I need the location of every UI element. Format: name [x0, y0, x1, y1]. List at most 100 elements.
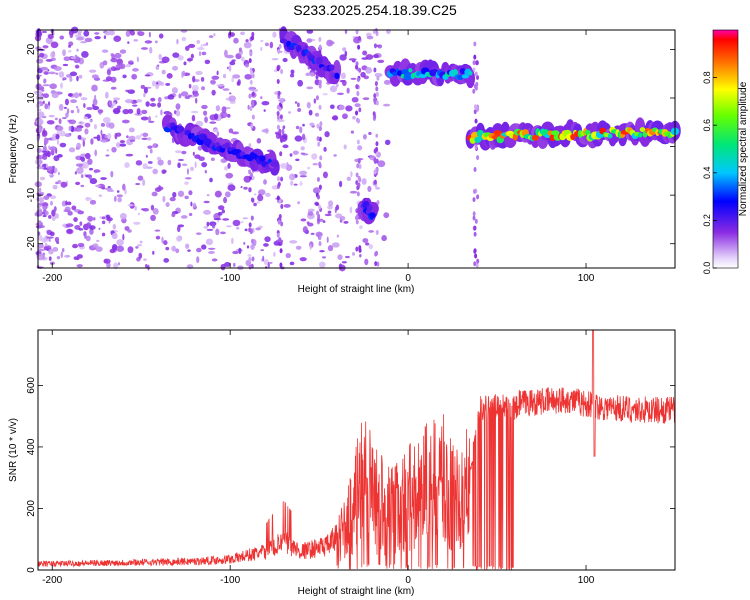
- spectrogram-speckle: [295, 245, 302, 250]
- spectrogram-speckle: [339, 180, 343, 188]
- spectrogram-speckle: [299, 181, 303, 186]
- spectrogram-speckle: [42, 155, 48, 160]
- spectrogram-speckle: [263, 179, 267, 185]
- spectrogram-speckle: [124, 188, 127, 195]
- spectrogram-speckle: [352, 115, 356, 120]
- spectrogram-speckle: [144, 74, 151, 77]
- spectrogram-speckle: [134, 205, 137, 211]
- spectrogram-speckle: [228, 31, 232, 39]
- spectrogram-speckle: [265, 192, 271, 197]
- spectrogram-speckle: [127, 246, 134, 254]
- snr-ytick-label: 600: [26, 377, 37, 394]
- spectrogram-speckle: [149, 46, 153, 54]
- spectrogram-stripe: [276, 115, 280, 121]
- spectrogram-speckle: [148, 115, 152, 123]
- spectrogram-speckle: [362, 97, 370, 101]
- spectrogram-speckle: [377, 59, 385, 64]
- spectrogram-speckle: [36, 58, 44, 64]
- snr-xtick-label: -200: [42, 575, 62, 586]
- spectrogram-speckle: [299, 257, 307, 262]
- spectrogram-speckle: [118, 63, 126, 70]
- spectrogram-speckle: [145, 154, 148, 158]
- spectrogram-speckle: [48, 256, 52, 261]
- spectrogram-speckle: [35, 31, 43, 38]
- spectrogram-track-core: [315, 56, 323, 65]
- spectrogram-stripe: [316, 210, 320, 216]
- spectrogram-speckle: [172, 191, 177, 198]
- spectrogram-speckle: [245, 39, 249, 43]
- spectrogram-stripe: [358, 177, 362, 183]
- spectrogram-speckle: [62, 63, 69, 67]
- spectrogram-speckle: [89, 178, 98, 185]
- spectrogram-stripe: [248, 256, 252, 262]
- spectrogram-speckle: [48, 214, 52, 219]
- spectrogram-speckle: [290, 69, 295, 75]
- spectrogram-track-core: [452, 68, 459, 76]
- spectrogram-stripe: [473, 167, 477, 173]
- spectrogram-speckle: [195, 70, 203, 76]
- spectrogram-track-core: [270, 161, 280, 168]
- spectrogram-speckle: [108, 122, 115, 129]
- spectrogram-speckle: [319, 250, 325, 253]
- spectrogram-speckle: [163, 240, 168, 246]
- spectrogram-speckle: [216, 84, 225, 87]
- spectrogram-stripe: [357, 158, 361, 164]
- spectrogram-speckle: [196, 247, 202, 253]
- spectrogram-speckle: [365, 242, 370, 246]
- spectrogram-speckle: [350, 77, 357, 80]
- spectrogram-speckle: [209, 121, 217, 124]
- spectrogram-speckle: [162, 169, 167, 174]
- spectrogram-speckle: [35, 74, 42, 77]
- spectrogram-speckle: [152, 207, 159, 215]
- spectrogram-speckle: [171, 245, 177, 252]
- spectrogram-speckle: [94, 94, 97, 101]
- spectrogram-stripe: [319, 121, 323, 127]
- spectrogram-speckle: [88, 167, 94, 171]
- spectrogram-speckle: [64, 98, 69, 106]
- spectrogram-speckle: [340, 72, 346, 80]
- spectrogram-speckle: [190, 110, 199, 114]
- spectrogram-speckle: [174, 150, 183, 154]
- spectrogram-stripe: [355, 29, 359, 35]
- spectrogram-speckle: [78, 92, 82, 97]
- spectrogram-speckle: [127, 89, 136, 94]
- spectrogram-speckle: [63, 56, 71, 62]
- spectrogram-speckle: [102, 117, 111, 124]
- spectrogram-speckle: [244, 73, 252, 80]
- spectrogram-speckle: [312, 162, 318, 166]
- spectrogram-speckle: [206, 194, 210, 197]
- spectrogram-speckle: [300, 152, 306, 155]
- spectrogram-stripe: [376, 200, 380, 206]
- spectrogram-stripe: [355, 180, 359, 186]
- spectrogram-speckle: [203, 110, 208, 116]
- spectrogram-speckle: [70, 109, 74, 114]
- spectrogram-speckle: [221, 106, 227, 114]
- spectrogram-stripe: [318, 104, 322, 110]
- spectrogram-speckle: [80, 174, 84, 179]
- spectrogram-speckle: [41, 30, 48, 34]
- spectrogram-speckle: [204, 59, 211, 65]
- spectrogram-speckle: [140, 84, 146, 90]
- spectrogram-speckle: [43, 78, 47, 84]
- spectrogram-speckle: [228, 92, 232, 95]
- spectrogram-speckle: [143, 87, 148, 94]
- spectrogram-speckle: [110, 53, 115, 57]
- spectrogram-stripe: [373, 67, 377, 73]
- spectrogram-speckle: [137, 244, 142, 247]
- spectrogram-speckle: [183, 61, 187, 66]
- spectrogram-speckle: [83, 30, 90, 37]
- spectrogram-speckle: [79, 121, 82, 124]
- spectrogram-speckle: [96, 239, 100, 243]
- spectrogram-speckle: [53, 206, 57, 212]
- spectrogram-speckle: [181, 150, 187, 155]
- spectrogram-speckle: [339, 54, 347, 61]
- spectrogram-speckle: [74, 171, 77, 175]
- spectrogram-speckle: [302, 123, 305, 127]
- spectrogram-speckle: [263, 259, 269, 266]
- spectrogram-speckle: [105, 91, 109, 99]
- spectrogram-speckle: [157, 186, 164, 191]
- spectrogram-speckle: [315, 202, 320, 206]
- spectrogram-speckle: [348, 58, 357, 61]
- spectrogram-speckle: [240, 185, 243, 189]
- spectrogram-stripe: [249, 106, 253, 112]
